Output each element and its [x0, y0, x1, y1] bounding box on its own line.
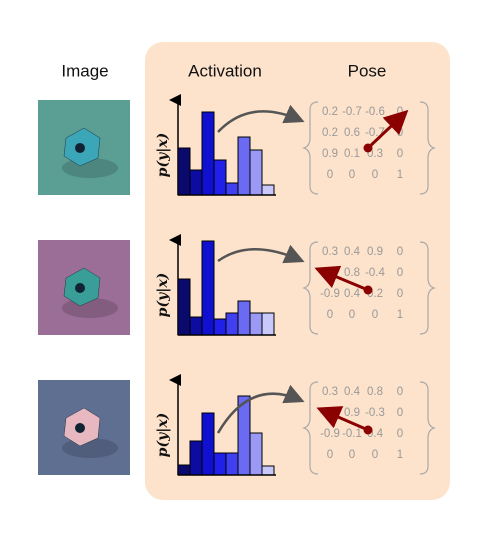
bar [189, 169, 203, 196]
matrix-cell: 0 [397, 407, 403, 419]
y-axis-label: p(y|x) [155, 133, 171, 178]
matrix-cell: 0 [327, 449, 333, 461]
pose-arrow [316, 406, 369, 432]
bar [201, 111, 215, 196]
matrix-cell: -0.9 [320, 428, 340, 440]
brace [302, 381, 319, 475]
arrow [217, 104, 305, 133]
bar [225, 182, 239, 196]
matrix-cell: 0.4 [344, 246, 361, 258]
bar [237, 136, 251, 196]
header: Image [61, 61, 108, 80]
matrix-cell: 0.9 [344, 407, 360, 419]
panel [145, 42, 450, 500]
matrix-cell: 0 [397, 148, 403, 160]
arrow [216, 384, 305, 434]
matrix-cell: 0.6 [344, 127, 360, 139]
matrix-cell: 0 [349, 449, 355, 461]
matrix-cell: 0.9 [322, 148, 338, 160]
brace [302, 101, 319, 195]
matrix-cell: 0 [397, 428, 403, 440]
pose-origin [363, 285, 373, 295]
matrix-cell: 0 [372, 309, 378, 321]
object-hole [75, 423, 85, 433]
matrix-cell: 0.1 [344, 148, 360, 160]
matrix-cell: -0.7 [342, 106, 362, 118]
bar [249, 149, 263, 196]
matrix-cell: 1 [397, 309, 403, 321]
matrix-cell: 0 [327, 169, 333, 181]
bar [249, 432, 263, 476]
matrix-cell: 0 [397, 246, 403, 258]
bar [225, 312, 239, 336]
matrix-cell: 0.8 [344, 267, 360, 279]
matrix-cell: 0.8 [367, 386, 383, 398]
brace [419, 241, 436, 335]
matrix-cell: -0.3 [365, 407, 385, 419]
brace [302, 241, 319, 335]
arrow [217, 244, 305, 264]
matrix-cell: 0.9 [367, 246, 383, 258]
matrix-cell: 0 [397, 386, 403, 398]
matrix-cell: 0.3 [322, 386, 338, 398]
matrix-cell: 0 [327, 309, 333, 321]
y-axis-label: p(y|x) [155, 413, 171, 458]
matrix-cell: 0.2 [322, 106, 338, 118]
brace [419, 101, 436, 195]
matrix-cell: 0 [372, 169, 378, 181]
bar [261, 312, 275, 336]
bar [261, 184, 275, 196]
pose-arrow [366, 109, 409, 150]
bar [249, 312, 263, 336]
bar [201, 412, 215, 476]
bar [177, 147, 191, 196]
matrix-cell: -0.1 [342, 428, 362, 440]
bar [177, 464, 191, 476]
matrix-cell: 0.4 [344, 288, 361, 300]
bar [261, 465, 275, 476]
matrix-cell: 0.3 [322, 246, 338, 258]
matrix-cell: -0.9 [320, 288, 340, 300]
matrix-cell: 1 [397, 169, 403, 181]
bar [213, 159, 227, 196]
matrix-cell: 0 [349, 169, 355, 181]
matrix-cell: 0 [397, 288, 403, 300]
matrix-cell: 0 [349, 309, 355, 321]
pose-origin [363, 143, 373, 153]
matrix-cell: 0.4 [344, 386, 361, 398]
header: Pose [348, 61, 387, 80]
matrix-cell: -0.6 [365, 106, 385, 118]
matrix-cell: 0 [372, 449, 378, 461]
pose-origin [363, 425, 373, 435]
y-axis-label: p(y|x) [155, 273, 171, 318]
bar [201, 240, 215, 336]
brace [419, 381, 436, 475]
matrix-cell: -0.4 [365, 267, 385, 279]
bar [213, 318, 227, 336]
pose-arrow [314, 265, 369, 292]
header: Activation [188, 61, 262, 80]
object-hole [75, 283, 85, 293]
object-hole [75, 143, 85, 153]
bar [237, 300, 251, 336]
bar [189, 316, 203, 336]
bar [213, 452, 227, 476]
matrix-cell: 0 [397, 267, 403, 279]
bar [225, 452, 239, 476]
matrix-cell: 0 [397, 127, 403, 139]
bar [237, 395, 251, 476]
bar [189, 440, 203, 476]
bar [177, 278, 191, 336]
matrix-cell: 0.2 [322, 127, 338, 139]
matrix-cell: 1 [397, 449, 403, 461]
